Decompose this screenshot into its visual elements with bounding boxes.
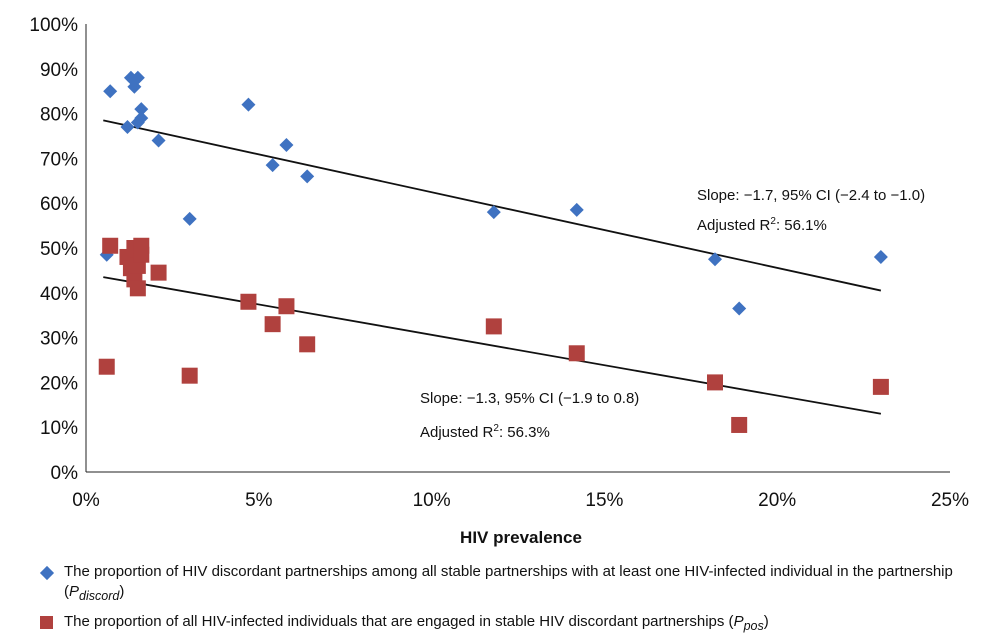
- data-point-diamond: [569, 202, 584, 217]
- legend-close-paren: ): [763, 613, 769, 630]
- legend-symbol: P: [69, 583, 80, 600]
- y-tick-label: 40%: [40, 284, 78, 305]
- data-point-diamond: [182, 211, 197, 226]
- legend-square-marker: [40, 616, 53, 629]
- annotation-r2-value: : 56.3%: [499, 424, 550, 441]
- x-tick-label: 20%: [758, 490, 796, 511]
- y-tick-label: 90%: [40, 60, 78, 81]
- data-point-diamond: [241, 97, 256, 112]
- data-point-diamond: [300, 169, 315, 184]
- data-point-square: [299, 336, 316, 353]
- annotation-r2-superscript: 2: [493, 423, 499, 434]
- annotation-r2-prefix: Adjusted R: [697, 217, 771, 234]
- legend-subscript: pos: [743, 619, 764, 633]
- annotation-r2: Adjusted R2: 56.3%: [420, 423, 550, 441]
- annotation-slope: Slope: −1.7, 95% CI (−2.4 to −1.0): [697, 187, 925, 204]
- y-tick-label: 70%: [40, 149, 78, 170]
- data-point-diamond: [151, 133, 166, 148]
- legend-label: The proportion of all HIV-infected indiv…: [64, 613, 734, 630]
- regression-annotations: Slope: −1.7, 95% CI (−2.4 to −1.0) Adjust…: [420, 187, 925, 441]
- legend-diamond-marker: [39, 565, 55, 581]
- x-axis-label: HIV prevalence: [460, 528, 582, 547]
- x-tick-label: 25%: [931, 490, 969, 511]
- y-tick-label: 60%: [40, 194, 78, 215]
- data-point-diamond: [265, 158, 280, 173]
- y-tick-label: 10%: [40, 418, 78, 439]
- y-tick-label: 100%: [29, 15, 78, 36]
- annotation-r2-value: : 56.1%: [776, 217, 827, 234]
- y-tick-label: 30%: [40, 329, 78, 350]
- x-tick-label: 0%: [72, 490, 100, 511]
- y-tick-labels: 0% 10% 20% 30% 40% 50% 60% 70% 80% 90% 100%: [29, 15, 78, 484]
- data-point-square: [264, 316, 281, 333]
- data-point-diamond: [134, 111, 149, 126]
- data-point-diamond: [103, 84, 118, 99]
- x-tick-label: 10%: [413, 490, 451, 511]
- legend-symbol: P: [733, 613, 744, 630]
- x-tick-label: 5%: [245, 490, 273, 511]
- legend-text-discord: The proportion of HIV discordant partner…: [64, 562, 964, 606]
- y-tick-label: 50%: [40, 239, 78, 260]
- scatter-chart: 0% 10% 20% 30% 40% 50% 60% 70% 80% 90% 100% 0% 5% 10…: [29, 15, 969, 547]
- data-point-diamond: [134, 102, 149, 117]
- trend-lines: [103, 119, 882, 415]
- data-point-square: [240, 293, 257, 310]
- data-point-diamond: [486, 205, 501, 220]
- data-point-square: [731, 416, 748, 433]
- data-point-square: [181, 367, 198, 384]
- data-point-square: [278, 298, 295, 315]
- legend-subscript: discord: [79, 589, 120, 603]
- x-tick-label: 15%: [585, 490, 623, 511]
- annotation-r2-prefix: Adjusted R: [420, 424, 494, 441]
- legend-close-paren: ): [119, 583, 125, 600]
- y-tick-label: 80%: [40, 105, 78, 126]
- y-tick-label: 0%: [51, 463, 79, 484]
- data-point-square: [485, 318, 502, 335]
- trend-line-series-1: [103, 276, 882, 415]
- y-tick-label: 20%: [40, 373, 78, 394]
- data-points: [98, 70, 889, 433]
- x-tick-labels: 0% 5% 10% 15% 20% 25%: [72, 490, 969, 511]
- plot-area: 0% 10% 20% 30% 40% 50% 60% 70% 80% 90% 100% 0% 5% 10…: [29, 15, 969, 547]
- data-point-square: [150, 264, 167, 281]
- data-point-diamond: [130, 70, 145, 85]
- data-point-square: [706, 374, 723, 391]
- annotation-r2-superscript: 2: [770, 216, 776, 227]
- data-point-square: [129, 280, 146, 297]
- data-point-square: [568, 345, 585, 362]
- data-point-square: [872, 378, 889, 395]
- annotation-r2: Adjusted R2: 56.1%: [697, 216, 827, 234]
- data-point-square: [133, 237, 150, 254]
- data-point-diamond: [873, 249, 888, 264]
- trend-line-series-0: [103, 119, 882, 292]
- legend-label: The proportion of HIV discordant partner…: [64, 563, 953, 600]
- data-point-square: [98, 358, 115, 375]
- data-point-diamond: [707, 252, 722, 267]
- data-point-diamond: [732, 301, 747, 316]
- legend-text-pos: The proportion of all HIV-infected indiv…: [64, 612, 964, 636]
- annotation-slope: Slope: −1.3, 95% CI (−1.9 to 0.8): [420, 390, 639, 407]
- data-point-diamond: [120, 120, 135, 135]
- data-point-diamond: [279, 137, 294, 152]
- data-point-square: [102, 237, 119, 254]
